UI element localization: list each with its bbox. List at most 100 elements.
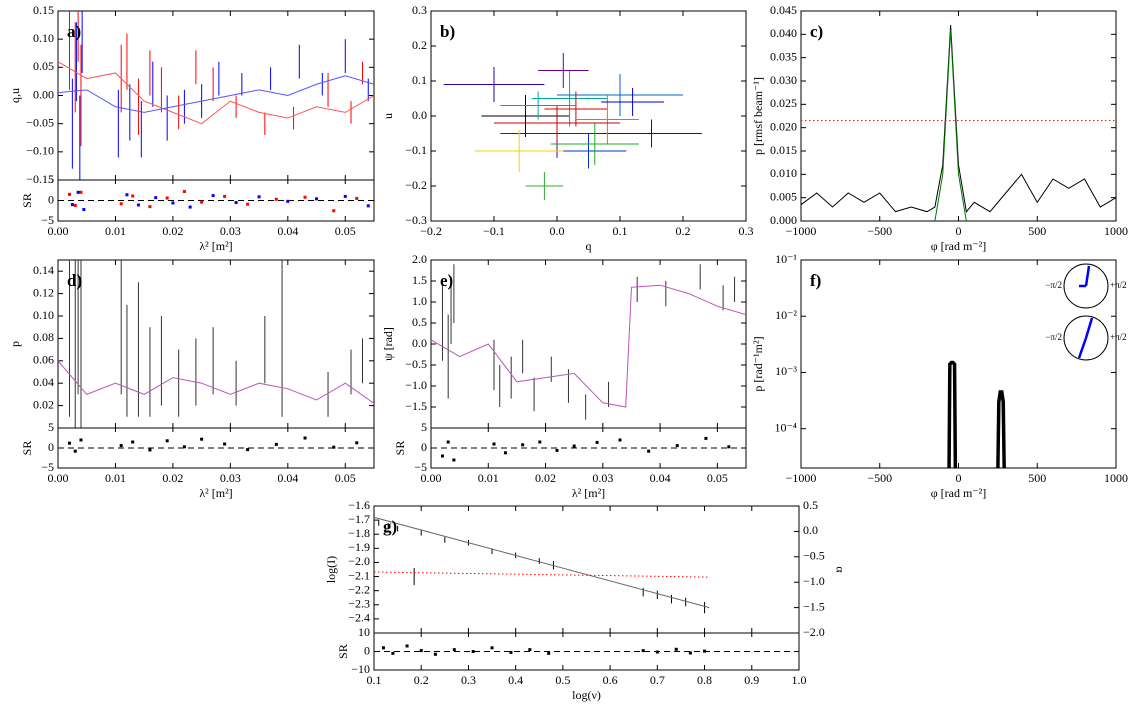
x-tick-label: 500 [1028, 224, 1046, 238]
y-tick-label: 0.2 [412, 38, 427, 52]
residual-point [70, 203, 74, 207]
y-tick-label: 0.015 [770, 143, 797, 157]
x-axis-label: λ² [m²] [199, 486, 232, 500]
y-tick-label: −2.2 [348, 582, 370, 596]
residual-point [286, 199, 290, 203]
model-line [58, 61, 374, 125]
x-tick-label: 1.0 [792, 673, 807, 687]
residual-point [446, 440, 450, 444]
x-tick-label: 0.04 [650, 471, 671, 485]
y-tick-label: −1.7 [348, 512, 370, 526]
x-tick-label: 0.3 [739, 224, 754, 238]
y-tick-label: 0 [48, 440, 54, 454]
x-tick-label: 0 [956, 471, 962, 485]
y-tick-label: 0.06 [33, 353, 54, 367]
y-tick-label: −2.3 [348, 597, 370, 611]
y-tick-label: 5 [48, 420, 54, 434]
residual-point [79, 438, 83, 442]
residual-point [419, 649, 423, 653]
residual-point [355, 196, 359, 200]
residual-point [148, 205, 152, 209]
y-tick-label: −5 [414, 460, 427, 474]
y-tick-label: 2.0 [412, 252, 427, 266]
y-tick-label: 0.1 [412, 73, 427, 87]
residual-point [223, 194, 227, 198]
residual-point [200, 437, 204, 441]
y-tick-label: 1.5 [412, 273, 427, 287]
residual-point [332, 445, 336, 449]
residual-point [647, 449, 651, 453]
y-tick-label: 0 [48, 192, 54, 206]
residual-point [490, 646, 494, 650]
y-tick-label: 0.04 [33, 375, 54, 389]
y2-tick-label: −2.0 [803, 625, 825, 639]
residual-point [246, 202, 250, 206]
plot-frame [430, 259, 747, 429]
x-tick-label: 0.01 [105, 224, 126, 238]
residual-point [641, 649, 645, 653]
x-tick-label: 0.02 [535, 471, 556, 485]
residual-point [73, 203, 77, 207]
residual-point [73, 449, 77, 453]
panel: 0.1 0.2 0.3 0.4 0.5 0.6 0.7 0.8 0.9 1.0−2.4−2.3−2… [324, 498, 848, 702]
x-tick-label: −0.1 [483, 224, 505, 238]
residual-point [274, 197, 278, 201]
residual-point [79, 190, 83, 194]
y-tick-label: 0.10 [33, 308, 54, 322]
x-tick-label: 1000 [1104, 471, 1128, 485]
residual-point [509, 650, 513, 654]
x-tick-label: 0.8 [697, 673, 712, 687]
model-line [996, 390, 1006, 468]
residual-point [555, 448, 559, 452]
y-tick-label: 0 [364, 643, 370, 657]
y-tick-label: −1.6 [348, 498, 370, 512]
residual-point [703, 649, 707, 653]
residual-point [200, 200, 204, 204]
y-tick-label: 0.00 [33, 87, 54, 101]
y-tick-label: 0.010 [770, 166, 797, 180]
plot-frame [430, 10, 747, 222]
plot-frame [57, 259, 375, 429]
residual-point [119, 444, 123, 448]
x-tick-label: 0.00 [48, 471, 69, 485]
residual-point [355, 441, 359, 445]
angle-needle [1084, 317, 1094, 339]
residual-label: SR [20, 193, 34, 208]
inset-left-label: −π/2 [1045, 280, 1062, 290]
x-tick-label: 0.2 [676, 224, 691, 238]
x-tick-label: 0.9 [744, 673, 759, 687]
panel-label: d) [67, 271, 82, 290]
residual-point [119, 202, 123, 206]
y-tick-label: 0.5 [412, 315, 427, 329]
x-tick-label: −1000 [786, 471, 817, 485]
residual-point [538, 440, 542, 444]
y-tick-label: 10⁻⁴ [774, 420, 797, 434]
x-tick-label: 0.05 [707, 471, 728, 485]
x-tick-label: 0.01 [105, 471, 126, 485]
model-line [58, 75, 374, 113]
residual-point [405, 644, 409, 648]
residual-point [234, 201, 238, 205]
x-tick-label: −1000 [786, 224, 817, 238]
residual-point [655, 650, 659, 654]
x-tick-label: 0.1 [367, 673, 382, 687]
residual-frame [57, 427, 375, 469]
x-axis-label: log(ν) [572, 688, 601, 702]
x-tick-label: 0.7 [650, 673, 665, 687]
residual-point [67, 441, 71, 445]
y-tick-label: 0.030 [770, 73, 797, 87]
residual-point [332, 209, 336, 213]
y-tick-label: 0.0 [412, 336, 427, 350]
y-tick-label: 0.020 [770, 119, 797, 133]
x-tick-label: 0.4 [508, 673, 523, 687]
residual-point [503, 451, 507, 455]
residual-label: SR [336, 644, 350, 659]
model-line [947, 360, 958, 468]
residual-point [257, 195, 261, 199]
y-tick-label: 0.02 [33, 397, 54, 411]
residual-point [131, 194, 135, 198]
residual-point [171, 201, 175, 205]
residual-point [595, 440, 599, 444]
x-tick-label: 0.0 [550, 224, 565, 238]
residual-frame [430, 427, 747, 469]
